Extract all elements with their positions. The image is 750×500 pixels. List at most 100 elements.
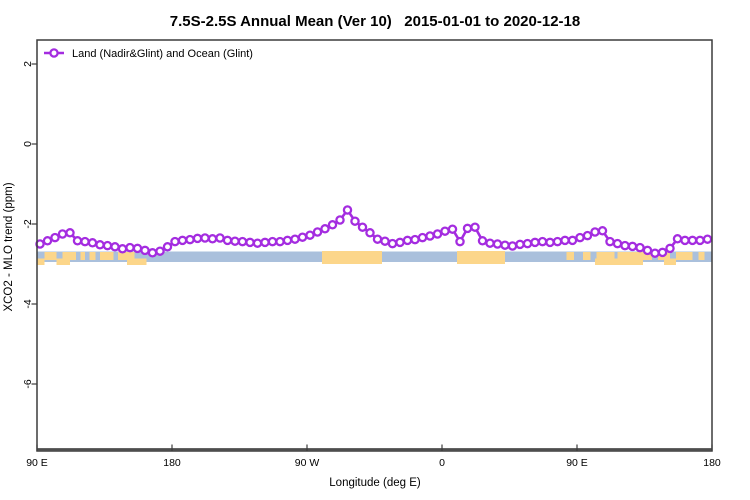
data-point-marker — [447, 224, 458, 234]
data-point-marker — [657, 247, 668, 258]
data-point-marker — [297, 232, 308, 242]
data-point-marker — [162, 242, 173, 252]
data-point-marker — [597, 226, 608, 236]
data-point-marker — [252, 238, 263, 248]
data-point-marker — [687, 235, 698, 246]
x-tick-label: 0 — [439, 457, 445, 469]
data-point-marker — [50, 232, 60, 243]
data-point-marker — [702, 234, 713, 244]
data-point-marker — [200, 233, 210, 243]
island-segment — [100, 252, 114, 260]
data-point-marker — [485, 238, 495, 248]
data-point-marker — [605, 236, 615, 247]
island-segment — [44, 252, 57, 260]
data-point-marker — [650, 248, 660, 258]
data-point-marker — [237, 236, 248, 247]
data-point-marker — [537, 236, 548, 247]
data-point-marker — [582, 230, 593, 241]
data-point-marker — [305, 230, 315, 240]
data-point-marker — [380, 236, 390, 246]
island-segment-low — [56, 258, 70, 265]
y-tick-label: -2 — [22, 219, 34, 228]
data-point-marker — [357, 222, 368, 232]
data-point-marker — [350, 216, 360, 226]
data-point-marker — [335, 215, 345, 225]
data-point-marker — [425, 231, 435, 241]
data-point-marker — [132, 243, 143, 254]
chart-title: 7.5S-2.5S Annual Mean (Ver 10) 2015-01-0… — [170, 13, 580, 30]
data-point-marker — [545, 237, 555, 248]
data-point-marker — [635, 242, 645, 253]
island-segment-low — [664, 258, 676, 265]
data-point-marker — [110, 242, 120, 252]
island-segment — [583, 252, 591, 260]
data-point-marker — [372, 234, 383, 244]
data-point-marker — [282, 235, 293, 246]
data-point-marker — [170, 236, 180, 247]
data-point-marker — [567, 235, 578, 246]
x-tick-label: 90 E — [26, 457, 48, 469]
data-point-marker — [500, 240, 510, 250]
data-point-marker — [275, 236, 285, 247]
data-point-marker — [215, 233, 225, 243]
axis-layer: 90 E 180 90 W 0 90 E 180 2 0 -2 -4 -6 — [22, 39, 721, 469]
data-point-marker — [477, 236, 488, 246]
island-segment — [596, 252, 615, 260]
data-point-marker — [102, 240, 113, 251]
data-point-marker — [260, 237, 270, 248]
island-segment — [80, 252, 85, 260]
data-point-marker — [440, 226, 450, 236]
y-tick-label: 0 — [22, 141, 34, 147]
data-point-marker — [312, 227, 323, 237]
land-segment — [322, 251, 382, 264]
data-point-marker — [72, 236, 83, 246]
data-point-marker — [320, 224, 330, 234]
data-point-marker — [642, 245, 653, 256]
y-tick-label: -4 — [22, 299, 34, 308]
land-segment — [457, 251, 505, 264]
data-point-marker — [117, 244, 128, 254]
x-tick-label: 90 W — [295, 457, 320, 469]
data-point-marker — [620, 240, 630, 251]
island-segment — [62, 252, 76, 260]
data-point-marker — [492, 239, 503, 249]
island-segment — [89, 252, 96, 260]
data-point-marker — [57, 229, 68, 239]
data-point-marker — [530, 237, 540, 248]
data-point-marker — [230, 236, 240, 246]
legend-label: Land (Nadir&Glint) and Ocean (Glint) — [72, 48, 253, 60]
data-point-marker — [665, 243, 675, 254]
data-point-marker — [147, 248, 158, 258]
data-point-marker — [365, 228, 375, 238]
data-point-marker — [552, 236, 563, 247]
data-point-marker — [695, 235, 705, 246]
legend: Land (Nadir&Glint) and Ocean (Glint) — [44, 48, 253, 60]
data-point-marker — [327, 220, 338, 230]
data-point-marker — [612, 238, 623, 249]
island-segment-low — [37, 258, 45, 265]
data-point-marker — [267, 236, 278, 247]
data-point-marker — [590, 227, 600, 237]
island-segment-low — [127, 258, 147, 265]
y-axis-title: XCO2 - MLO trend (ppm) — [3, 182, 15, 311]
y-tick-label: -6 — [22, 379, 34, 388]
data-point-marker — [680, 235, 690, 246]
y-tick-label: 2 — [22, 61, 34, 67]
island-segment — [698, 252, 705, 260]
data-point-marker — [207, 234, 218, 244]
data-point-marker — [185, 234, 195, 245]
data-point-marker — [192, 233, 203, 244]
island-segment — [118, 252, 135, 260]
x-tick-label: 90 E — [566, 457, 588, 469]
data-point-marker — [507, 241, 518, 251]
data-point-marker — [177, 235, 188, 246]
data-point-marker — [87, 238, 98, 248]
data-point-marker — [515, 239, 525, 250]
map-band-layer — [37, 251, 712, 265]
x-tick-label: 180 — [703, 457, 721, 469]
data-point-marker — [65, 228, 75, 238]
data-point-marker — [432, 229, 443, 239]
data-point-marker — [155, 246, 165, 256]
